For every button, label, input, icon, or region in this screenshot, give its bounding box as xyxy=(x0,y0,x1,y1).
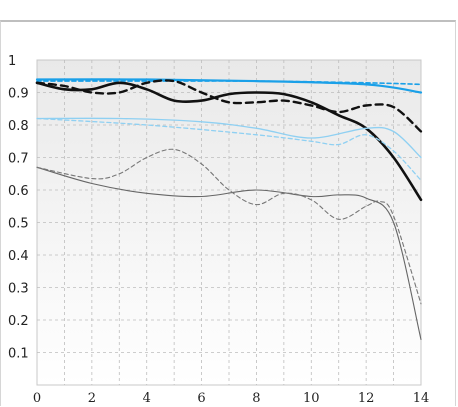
y-tick-label: 0.7 xyxy=(8,152,29,167)
x-tick-label: 6 xyxy=(197,391,205,406)
x-tick-label: 2 xyxy=(88,391,96,406)
x-tick-labels: 0 2 4 6 8 10 12 14 xyxy=(33,391,429,406)
y-tick-label: 0.3 xyxy=(8,282,29,297)
x-tick-label: 0 xyxy=(33,391,41,406)
series-line-8 xyxy=(36,148,422,305)
y-tick-label: 0.9 xyxy=(8,87,29,102)
y-tick-label: 0.5 xyxy=(8,217,29,232)
y-tick-labels: 0.1 0.2 0.3 0.4 0.5 0.6 0.7 0.8 0.9 1 xyxy=(8,54,29,362)
y-tick-label: 0.8 xyxy=(8,119,29,134)
y-tick-label: 0.4 xyxy=(8,249,29,264)
series-line-6 xyxy=(36,117,422,181)
series-line-4 xyxy=(35,79,423,133)
x-tick-label: 4 xyxy=(143,391,151,406)
series-line-5 xyxy=(36,117,422,159)
series-line-2 xyxy=(36,80,422,86)
x-tick-label: 10 xyxy=(303,391,320,406)
x-tick-label: 12 xyxy=(358,391,375,406)
y-tick-label: 0.1 xyxy=(8,347,29,362)
series-group xyxy=(35,78,423,341)
x-tick-label: 8 xyxy=(252,391,260,406)
y-tick-label: 0.6 xyxy=(8,184,29,199)
y-tick-label: 1 xyxy=(8,54,16,69)
x-tick-label: 14 xyxy=(413,391,430,406)
series-line-3 xyxy=(35,81,423,202)
y-tick-label: 0.2 xyxy=(8,314,29,329)
